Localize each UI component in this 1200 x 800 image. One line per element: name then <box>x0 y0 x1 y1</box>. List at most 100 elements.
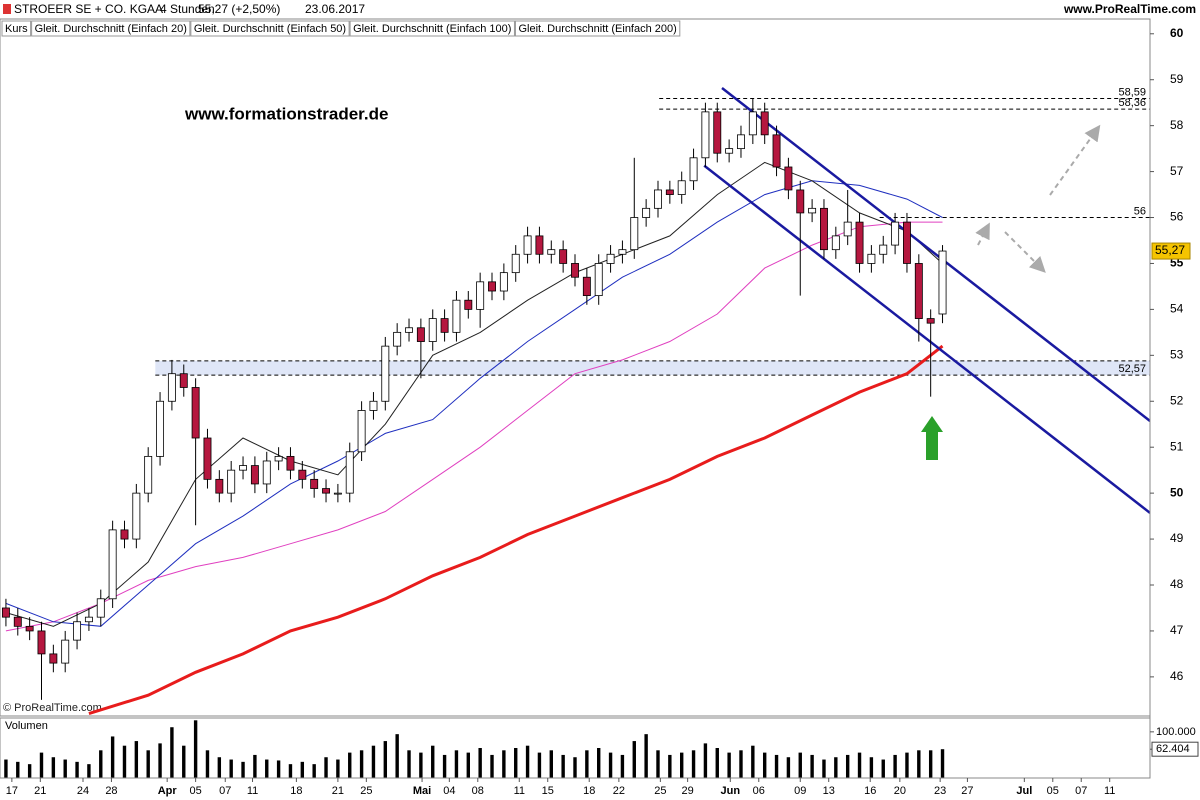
candle-body <box>452 299 461 333</box>
candle-body <box>250 465 259 485</box>
x-tick-label: 04 <box>443 785 455 797</box>
candle-body <box>808 207 817 214</box>
volume-bar <box>703 743 708 778</box>
volume-bar <box>656 750 660 778</box>
candle-body <box>760 111 769 136</box>
volume-bar <box>762 752 767 778</box>
volume-bar <box>395 734 399 778</box>
candle-body <box>25 625 34 632</box>
moving-average <box>5 221 943 632</box>
candle-body <box>381 345 390 402</box>
candle-body <box>488 281 496 292</box>
candle-body <box>914 263 923 319</box>
candle-body <box>523 235 532 255</box>
volume-bar <box>620 754 625 778</box>
volume-bar <box>134 741 139 778</box>
candle-body <box>571 263 579 278</box>
x-tick-label: 22 <box>613 785 625 797</box>
x-tick-label: 24 <box>77 785 89 797</box>
candle-body <box>772 134 781 168</box>
y-tick-label: 51 <box>1170 439 1184 453</box>
scenario-arrow <box>1049 124 1101 196</box>
x-tick-label: 28 <box>105 785 117 797</box>
x-tick-label: Mai <box>413 785 431 797</box>
level-label: 58,59 <box>1118 86 1146 98</box>
volume-bar <box>573 757 577 778</box>
volume-bar <box>312 764 316 778</box>
volume-bar <box>63 759 67 778</box>
volume-bar <box>810 754 814 778</box>
scenario-arrow <box>975 222 990 246</box>
x-tick-label: Jul <box>1016 785 1032 797</box>
volume-bar <box>751 745 755 778</box>
candle-body <box>37 630 46 655</box>
volume-bar <box>881 759 885 778</box>
candle-body <box>630 217 639 251</box>
candle-body <box>298 469 307 480</box>
candle-body <box>642 207 651 218</box>
candle-body <box>926 318 935 324</box>
candle-body <box>867 253 876 264</box>
volume-bar <box>549 750 553 778</box>
legend-box <box>1 20 32 37</box>
volume-bar <box>691 750 696 778</box>
volume-bar <box>893 754 897 778</box>
candle-body <box>156 400 165 457</box>
candle-body <box>796 189 805 214</box>
candle-body <box>820 207 828 251</box>
volume-bar <box>857 752 862 778</box>
volume-bar <box>146 750 150 778</box>
level-label: 56 <box>1134 205 1146 217</box>
volume-bar <box>170 727 174 778</box>
candle-body <box>701 111 710 159</box>
candle-body <box>654 189 662 209</box>
candle-body <box>191 387 200 439</box>
volume-bar <box>478 748 482 778</box>
candle-body <box>405 327 413 333</box>
y-tick-label: 60 <box>1170 26 1184 40</box>
candle-body <box>725 148 734 154</box>
x-tick-label: 18 <box>290 785 302 797</box>
candle-body <box>464 299 473 310</box>
candle-body <box>84 616 93 623</box>
x-tick-label: 23 <box>934 785 946 797</box>
candle-body <box>286 455 295 471</box>
x-tick-label: 21 <box>34 785 46 797</box>
symbol: STROEER SE + CO. KGAA <box>14 2 163 16</box>
legend-box <box>514 20 681 37</box>
volume-bar <box>431 745 435 778</box>
candle-body <box>227 469 236 494</box>
x-tick-label: 20 <box>894 785 906 797</box>
x-tick-label: 07 <box>219 785 231 797</box>
candle-body <box>179 373 188 388</box>
candle-body <box>677 180 686 195</box>
y-tick-label: 57 <box>1170 164 1184 178</box>
volume-bar <box>110 736 115 778</box>
x-tick-label: 07 <box>1075 785 1087 797</box>
signal-arrow <box>921 416 943 460</box>
y-tick-label: 59 <box>1170 72 1184 86</box>
volume-bar <box>466 752 470 778</box>
volume-bar <box>16 761 20 778</box>
moving-average <box>5 161 943 627</box>
x-tick-label: 05 <box>1047 785 1059 797</box>
timeframe: 4 Stunden <box>160 2 215 16</box>
candle-body <box>239 465 247 471</box>
candle-body <box>784 166 793 191</box>
volume-bar <box>928 750 933 778</box>
candle-body <box>274 455 283 462</box>
volume-bar <box>87 764 91 778</box>
volume-bar <box>383 741 388 778</box>
candle-body <box>511 253 520 274</box>
volume-bar <box>608 752 613 778</box>
symbol-icon <box>3 4 11 14</box>
candle-body <box>1 607 10 618</box>
volume-tick-label: 62.404 <box>1156 743 1190 755</box>
date: 23.06.2017 <box>305 2 365 16</box>
candle-body <box>333 492 342 495</box>
candle-body <box>535 235 544 255</box>
volume-bar <box>359 750 364 778</box>
candle-body <box>831 235 840 251</box>
y-tick-label: 54 <box>1170 302 1184 316</box>
